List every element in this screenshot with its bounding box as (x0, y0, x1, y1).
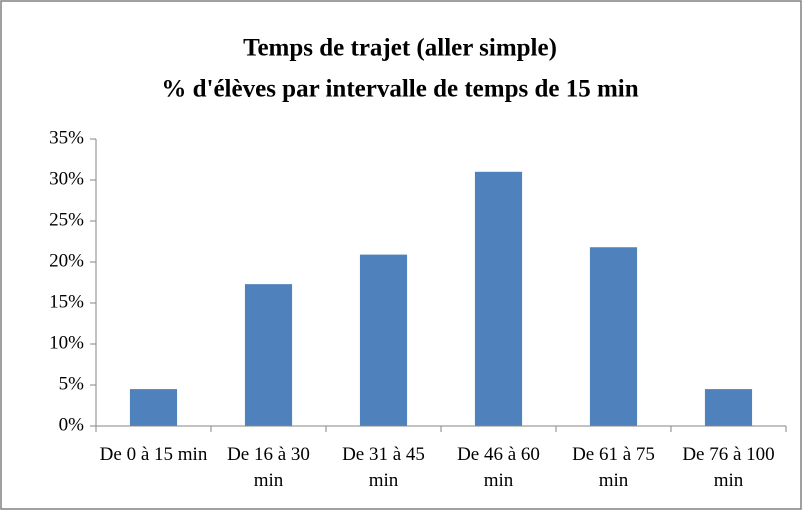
y-tick-label: 5% (59, 373, 85, 394)
bar (359, 254, 408, 426)
bar (474, 171, 523, 426)
x-tick-label: De 31 à 45 min (342, 444, 425, 491)
bar (704, 389, 753, 426)
y-tick-label: 10% (49, 332, 84, 353)
bar (129, 389, 178, 426)
x-tick-label: De 61 à 75 min (572, 444, 655, 491)
x-tick-label: De 16 à 30 min (227, 444, 310, 491)
x-tick-label: De 76 à 100 min (682, 444, 775, 491)
bar (589, 247, 638, 426)
y-tick-label: 20% (49, 250, 84, 271)
x-tick-label: De 0 à 15 min (99, 444, 208, 465)
y-tick-label: 15% (49, 291, 84, 312)
y-tick-label: 30% (49, 168, 84, 189)
y-tick-label: 25% (49, 209, 84, 230)
chart-title: Temps de trajet (aller simple) (243, 35, 557, 62)
bar (244, 284, 293, 426)
y-tick-label: 0% (59, 414, 85, 435)
x-tick-label: De 46 à 60 min (457, 444, 540, 491)
chart-title: % d'élèves par intervalle de temps de 15… (161, 76, 638, 103)
y-tick-label: 35% (49, 127, 84, 148)
